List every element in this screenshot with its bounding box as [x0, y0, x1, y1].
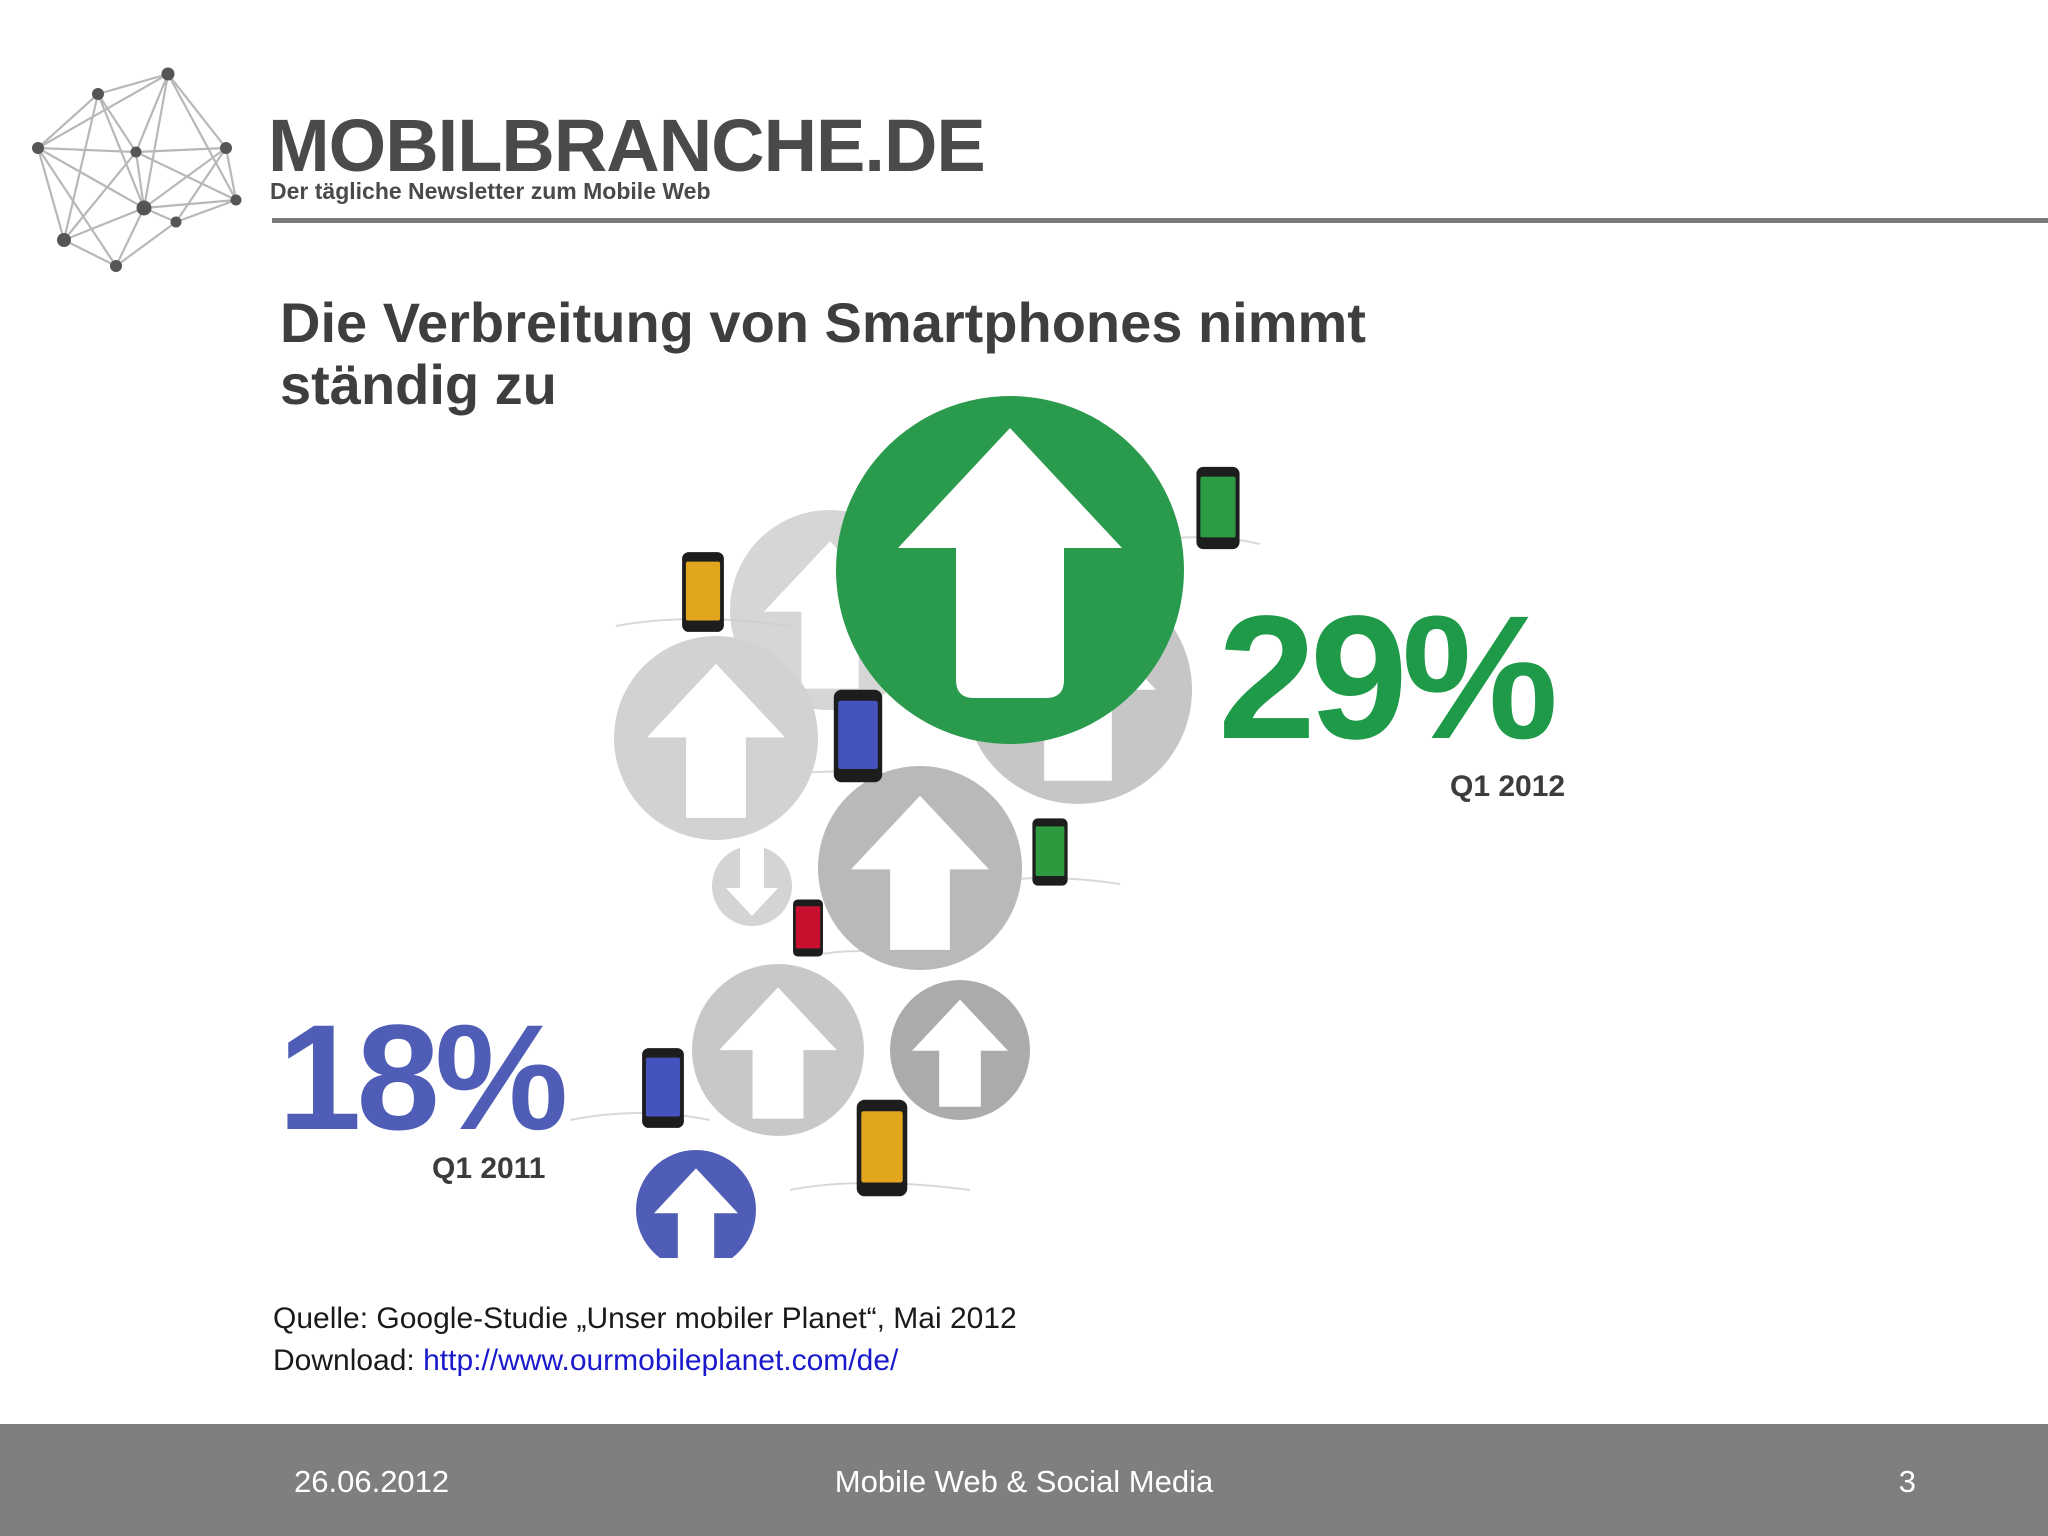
smartphone-icon [793, 899, 823, 957]
slide-title: Die Verbreitung von Smartphones nimmt st… [280, 291, 1366, 416]
arrow-up-circle-icon [818, 766, 1022, 970]
page-number: 3 [1898, 1464, 1916, 1499]
download-link[interactable]: http://www.ourmobileplanet.com/de/ [423, 1344, 899, 1377]
arrow-down-circle-icon [712, 846, 792, 926]
arrow-up-circle-icon [614, 636, 818, 840]
stat-2012-value: 29% [1218, 580, 1558, 776]
stat-2011-label: Q1 2011 [432, 1152, 546, 1185]
smartphone-growth-infographic [569, 396, 1261, 1258]
smartphone-icon [833, 689, 883, 783]
header-divider [272, 218, 2048, 223]
smartphone-icon [682, 552, 724, 632]
download-label: Download: [273, 1344, 424, 1377]
footer-bar: 26.06.2012 Mobile Web & Social Media 3 [0, 1424, 2048, 1536]
arrow-up-circle-icon [836, 396, 1184, 744]
network-nodes-icon [32, 67, 242, 272]
footer-date: 26.06.2012 [294, 1464, 450, 1499]
arrow-up-circle-icon [636, 1150, 756, 1258]
smartphone-icon [642, 1048, 684, 1128]
brand-name: MOBILBRANCHE.DE [268, 104, 986, 187]
arrow-up-circle-icon [890, 980, 1030, 1120]
stat-2011-value: 18% [278, 993, 568, 1161]
brand-tagline: Der tägliche Newsletter zum Mobile Web [270, 178, 711, 204]
stat-2012-label: Q1 2012 [1450, 770, 1566, 803]
download-line: Download: http://www.ourmobileplanet.com… [273, 1344, 898, 1378]
footer-title: Mobile Web & Social Media [834, 1464, 1214, 1499]
smartphone-icon [1196, 466, 1240, 550]
arrow-up-circle-icon [692, 964, 864, 1136]
smartphone-icon [1032, 818, 1068, 886]
smartphone-icon [856, 1099, 908, 1197]
source-citation: Quelle: Google-Studie „Unser mobiler Pla… [273, 1302, 1017, 1335]
